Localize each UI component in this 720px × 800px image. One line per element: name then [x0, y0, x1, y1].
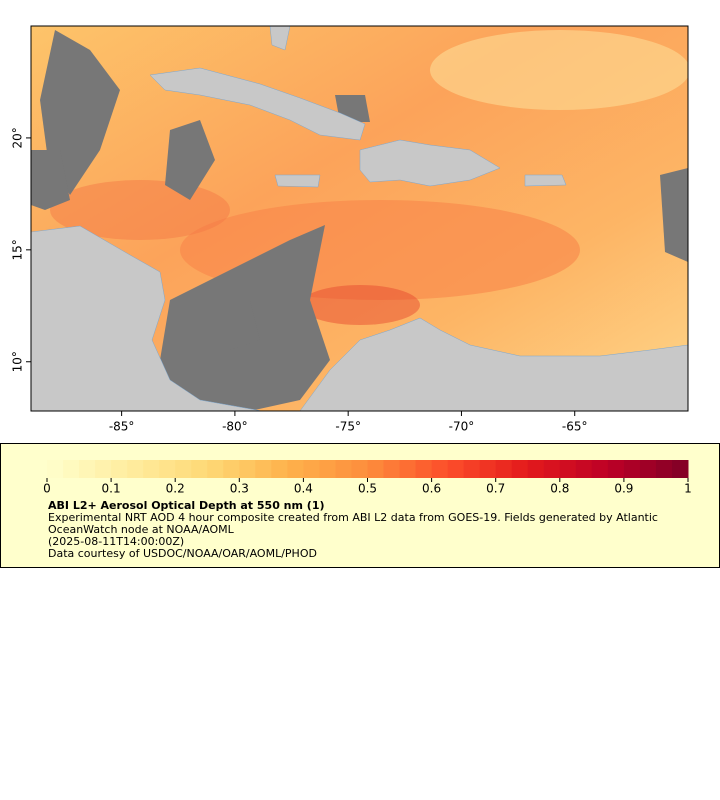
- colorbar-cell: [223, 460, 240, 478]
- colorbar-cell: [591, 460, 609, 478]
- colorbar-cell: [559, 460, 577, 478]
- caption-title: ABI L2+ Aerosol Optical Depth at 550 nm …: [48, 499, 325, 512]
- colorbar-cell: [127, 460, 144, 478]
- colorbar-cell: [431, 460, 449, 478]
- colorbar-cell: [111, 460, 128, 478]
- map-image: [31, 26, 688, 411]
- colorbar-cell: [63, 460, 80, 478]
- colorbar-tick-label: 0.7: [486, 482, 505, 496]
- y-tick-label: 15°: [11, 239, 25, 260]
- colorbar-cell: [207, 460, 224, 478]
- colorbar-tick-label: 0.9: [614, 482, 633, 496]
- colorbar-cell: [255, 460, 272, 478]
- colorbar-cell: [415, 460, 433, 478]
- colorbar-cell: [47, 460, 64, 478]
- map-frame: [30, 25, 689, 412]
- colorbar-cell: [671, 460, 689, 478]
- colorbar-cell: [143, 460, 160, 478]
- colorbar-cell: [463, 460, 481, 478]
- x-tick-label: -65°: [562, 420, 588, 434]
- colorbar-cell: [239, 460, 256, 478]
- cloud-mask: [31, 30, 688, 411]
- colorbar-cell: [639, 460, 657, 478]
- colorbar-cell: [95, 460, 112, 478]
- x-tick-label: -75°: [335, 420, 361, 434]
- colorbar-cell: [479, 460, 497, 478]
- land: [31, 26, 688, 411]
- x-tick-label: -80°: [222, 420, 248, 434]
- colorbar-tick-label: 1: [684, 482, 692, 496]
- colorbar-cell: [319, 460, 336, 478]
- colorbar-cell: [351, 460, 368, 478]
- colorbar-tick-label: 0.8: [550, 482, 569, 496]
- colorbar-cell: [303, 460, 320, 478]
- colorbar-tick-label: 0.3: [230, 482, 249, 496]
- caption-timestamp: (2025-08-11T14:00:00Z): [48, 535, 185, 548]
- colorbar-cell: [335, 460, 352, 478]
- colorbar-cell: [655, 460, 673, 478]
- y-tick-label: 20°: [11, 127, 25, 148]
- aod-plume: [430, 30, 688, 110]
- y-tick-label: 10°: [11, 351, 25, 372]
- colorbar-cell: [287, 460, 304, 478]
- colorbar-cell: [543, 460, 561, 478]
- colorbar-tick-label: 0.2: [166, 482, 185, 496]
- colorbar-tick-label: 0: [43, 482, 51, 496]
- colorbar-cell: [191, 460, 208, 478]
- colorbar-tick-label: 0.5: [358, 482, 377, 496]
- caption-description: Experimental NRT AOD 4 hour composite cr…: [48, 511, 658, 536]
- colorbar-cell: [511, 460, 529, 478]
- colorbar-cell: [79, 460, 96, 478]
- caption: ABI L2+ Aerosol Optical Depth at 550 nm …: [48, 500, 688, 560]
- aod-plume: [300, 285, 420, 325]
- colorbar-cell: [623, 460, 641, 478]
- colorbar-cell: [383, 460, 401, 478]
- colorbar-cell: [367, 460, 385, 478]
- colorbar-cell: [399, 460, 417, 478]
- colorbar-cell: [575, 460, 593, 478]
- colorbar-cell: [527, 460, 545, 478]
- colorbar-cell: [607, 460, 625, 478]
- colorbar-tick-label: 0.1: [102, 482, 121, 496]
- colorbar-cell: [495, 460, 513, 478]
- colorbar-tick-label: 0.4: [294, 482, 313, 496]
- colorbar-cell: [159, 460, 176, 478]
- caption-credit: Data courtesy of USDOC/NOAA/OAR/AOML/PHO…: [48, 547, 317, 560]
- x-tick-label: -70°: [449, 420, 475, 434]
- x-tick-label: -85°: [109, 420, 135, 434]
- colorbar-cell: [447, 460, 465, 478]
- colorbar-cell: [271, 460, 288, 478]
- colorbar-tick-label: 0.6: [422, 482, 441, 496]
- colorbar-cell: [175, 460, 192, 478]
